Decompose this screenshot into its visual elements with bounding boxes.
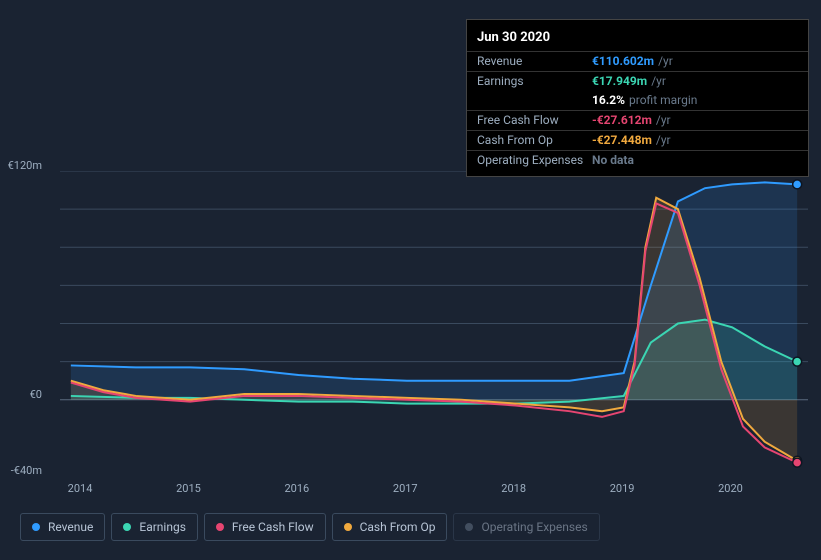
tooltip-row-label: Cash From Op <box>477 133 592 147</box>
legend-item-revenue[interactable]: Revenue <box>20 513 105 541</box>
tooltip-row-value: €110.602m/yr <box>592 54 673 68</box>
x-tick-label: 2020 <box>718 482 743 495</box>
tooltip-row: Earnings€17.949m/yr <box>467 71 808 91</box>
tooltip-date: Jun 30 2020 <box>467 26 808 51</box>
legend-item-fcf[interactable]: Free Cash Flow <box>204 513 326 541</box>
x-tick-label: 2018 <box>501 482 526 495</box>
legend-label: Free Cash Flow <box>232 520 314 534</box>
tooltip-row: Operating ExpensesNo data <box>467 150 808 170</box>
legend-dot-icon <box>123 523 131 531</box>
legend-label: Cash From Op <box>360 520 436 534</box>
legend-item-opex[interactable]: Operating Expenses <box>453 513 599 541</box>
tooltip-row-value: No data <box>592 153 634 167</box>
tooltip-row-label: Free Cash Flow <box>477 113 592 127</box>
tooltip-row-label: Earnings <box>477 74 592 88</box>
hover-tooltip: Jun 30 2020 Revenue€110.602m/yrEarnings€… <box>466 19 809 177</box>
legend-label: Operating Expenses <box>481 520 587 534</box>
tooltip-row-label: Operating Expenses <box>477 153 592 167</box>
x-tick-label: 2014 <box>68 482 93 495</box>
tooltip-row: 16.2%profit margin <box>467 91 808 110</box>
legend-label: Revenue <box>48 520 93 534</box>
x-tick-label: 2016 <box>284 482 309 495</box>
legend-dot-icon <box>344 523 352 531</box>
tooltip-row-label: Revenue <box>477 54 592 68</box>
legend-label: Earnings <box>139 520 186 534</box>
legend-dot-icon <box>465 523 473 531</box>
legend: Revenue Earnings Free Cash Flow Cash From O… <box>20 513 600 541</box>
legend-dot-icon <box>216 523 224 531</box>
chart-plot-area[interactable] <box>18 155 808 475</box>
tooltip-row-value: €17.949m/yr <box>592 74 666 88</box>
series-end-marker-revenue <box>793 180 802 189</box>
legend-item-cashop[interactable]: Cash From Op <box>332 513 448 541</box>
chart-container: Jun 30 2020 Revenue€110.602m/yrEarnings€… <box>0 0 821 560</box>
tooltip-row-value: 16.2%profit margin <box>592 93 697 107</box>
tooltip-row-value: -€27.612m/yr <box>592 113 671 127</box>
x-tick-label: 2017 <box>393 482 418 495</box>
series-end-marker-fcf <box>793 458 802 467</box>
tooltip-row-label <box>477 93 592 107</box>
chart-svg <box>18 171 808 476</box>
tooltip-row: Revenue€110.602m/yr <box>467 51 808 71</box>
series-end-marker-earnings <box>793 357 802 366</box>
tooltip-row-value: -€27.448m/yr <box>592 133 671 147</box>
tooltip-row: Free Cash Flow-€27.612m/yr <box>467 110 808 130</box>
x-tick-label: 2015 <box>176 482 201 495</box>
legend-item-earnings[interactable]: Earnings <box>111 513 198 541</box>
legend-dot-icon <box>32 523 40 531</box>
tooltip-row: Cash From Op-€27.448m/yr <box>467 130 808 150</box>
x-tick-label: 2019 <box>610 482 635 495</box>
